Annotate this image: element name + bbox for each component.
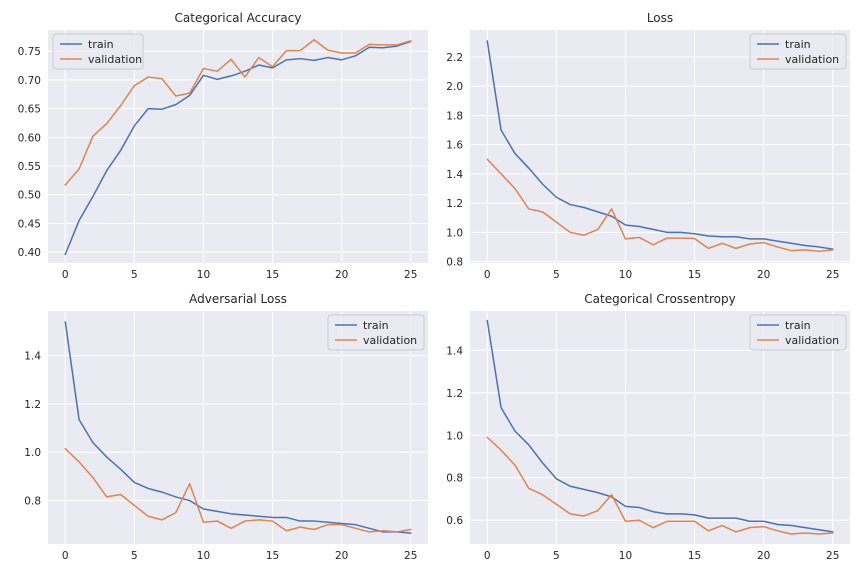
- panel-1-ytick-label: 0.45: [18, 218, 41, 230]
- panel-3-xtick-label: 25: [404, 550, 417, 562]
- panel-3-legend-label-validation: validation: [363, 334, 417, 347]
- panel-4-xtick-label: 15: [688, 550, 701, 562]
- panel-1-series-train-line: [64, 40, 412, 256]
- panel-4-xtick-label: 10: [619, 550, 632, 562]
- panel-2-ytick-label: 2.0: [446, 81, 463, 93]
- panel-2-legend: train validation: [749, 33, 847, 70]
- panel-4-ytick-label: 1.2: [446, 388, 463, 400]
- panel-4-title: Categorical Crossentropy: [584, 292, 735, 306]
- panel-2-series-train-line: [486, 40, 834, 250]
- panel-3-legend: train validation: [327, 314, 425, 351]
- panel-1-ytick-label: 0.40: [18, 247, 41, 259]
- panel-1-legend: train validation: [52, 33, 144, 70]
- panel-2-ytick-label: 1.0: [446, 227, 463, 239]
- panel-4: 0 5 10 15 20 25 0.6 0.8 1.0 1.2 1.4 Categorical Cro…: [446, 292, 850, 562]
- panel-4-legend-label-train: train: [785, 319, 811, 332]
- panel-3-title: Adversarial Loss: [189, 292, 287, 306]
- panel-1-title: Categorical Accuracy: [175, 11, 302, 25]
- panel-1-xtick-label: 15: [266, 269, 279, 281]
- panel-3-legend-label-train: train: [363, 319, 389, 332]
- panel-1-xtick-label: 25: [404, 269, 417, 281]
- panel-4-ytick-label: 1.4: [446, 345, 463, 357]
- panel-3-xtick-label: 20: [335, 550, 348, 562]
- panel-2-legend-label-train: train: [785, 38, 811, 51]
- panel-1-ytick-label: 0.75: [18, 46, 41, 58]
- panel-4-xtick-label: 5: [553, 550, 560, 562]
- panel-3-ytick-label: 1.4: [24, 351, 41, 363]
- panel-1-ytick-label: 0.60: [18, 132, 41, 144]
- panel-2-xtick-label: 0: [484, 269, 491, 281]
- panel-3-xtick-label: 15: [266, 550, 279, 562]
- panel-2-xtick-label: 20: [757, 269, 770, 281]
- panel-1-xtick-label: 5: [131, 269, 138, 281]
- panel-1-xtick-label: 10: [197, 269, 210, 281]
- panel-2-title: Loss: [647, 11, 673, 25]
- panel-4-series-train-line: [486, 319, 834, 533]
- panel-2-xtick-label: 10: [619, 269, 632, 281]
- panel-3-series-validation-line: [64, 447, 412, 533]
- panel-3-ytick-label: 1.0: [24, 447, 41, 459]
- panel-2-xtick-label: 15: [688, 269, 701, 281]
- panel-3-xtick-label: 5: [131, 550, 138, 562]
- panel-1-legend-label-validation: validation: [88, 53, 142, 66]
- panel-2: 0 5 10 15 20 25 0.8 1.0 1.2 1.4 1.6 1.8 2.0 2.2 Loss tr…: [446, 11, 850, 281]
- panel-1-ytick-label: 0.70: [18, 75, 41, 87]
- panel-2-ytick-label: 2.2: [446, 52, 463, 64]
- panel-3-ytick-label: 1.2: [24, 399, 41, 411]
- panel-4-legend: train validation: [749, 314, 847, 351]
- panel-4-ytick-label: 0.8: [446, 473, 463, 485]
- panel-1-xtick-label: 20: [335, 269, 348, 281]
- panel-3-xtick-label: 0: [62, 550, 69, 562]
- panel-2-ytick-label: 0.8: [446, 257, 463, 269]
- panel-2-xtick-label: 5: [553, 269, 560, 281]
- panel-1-ytick-label: 0.55: [18, 161, 41, 173]
- panel-4-ytick-label: 0.6: [446, 515, 463, 527]
- panel-2-ytick-label: 1.8: [446, 110, 463, 122]
- panel-4-legend-label-validation: validation: [785, 334, 839, 347]
- panel-4-legend-box: [749, 314, 847, 351]
- panel-1-legend-label-train: train: [88, 38, 114, 51]
- panel-3: 0 5 10 15 20 25 0.8 1.0 1.2 1.4 Adversarial Loss tr…: [24, 292, 428, 562]
- panel-1-ytick-label: 0.50: [18, 190, 41, 202]
- panel-1-series-validation-line: [64, 39, 412, 186]
- panel-1: 0 5 10 15 20 25 0.40 0.45 0.50 0.55 0.60 0.65 0.70 0.…: [18, 11, 428, 281]
- panel-4-xtick-label: 0: [484, 550, 491, 562]
- panel-2-ytick-label: 1.2: [446, 198, 463, 210]
- panel-4-series-validation-line: [486, 436, 834, 535]
- panel-2-legend-label-validation: validation: [785, 53, 839, 66]
- panel-4-xtick-label: 25: [826, 550, 839, 562]
- panel-2-series-validation-line: [486, 158, 834, 253]
- panel-2-xtick-label: 25: [826, 269, 839, 281]
- panel-3-ytick-label: 0.8: [24, 496, 41, 508]
- panel-2-ytick-label: 1.6: [446, 140, 463, 152]
- panel-1-xtick-label: 0: [62, 269, 69, 281]
- panel-3-series-train-line: [64, 321, 412, 534]
- panel-1-ytick-label: 0.65: [18, 104, 41, 116]
- panel-2-legend-box: [749, 33, 847, 70]
- panel-3-xtick-label: 10: [197, 550, 210, 562]
- panel-2-ytick-label: 1.4: [446, 169, 463, 181]
- panel-4-xtick-label: 20: [757, 550, 770, 562]
- panel-3-legend-box: [327, 314, 425, 351]
- panel-1-legend-box: [52, 33, 144, 70]
- panel-4-ytick-label: 1.0: [446, 430, 463, 442]
